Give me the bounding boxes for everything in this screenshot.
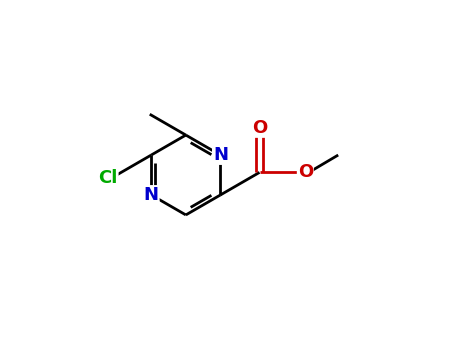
- Text: O: O: [252, 119, 267, 137]
- Text: N: N: [144, 186, 159, 204]
- Text: O: O: [298, 163, 313, 181]
- Text: N: N: [213, 146, 228, 164]
- Text: Cl: Cl: [98, 169, 118, 187]
